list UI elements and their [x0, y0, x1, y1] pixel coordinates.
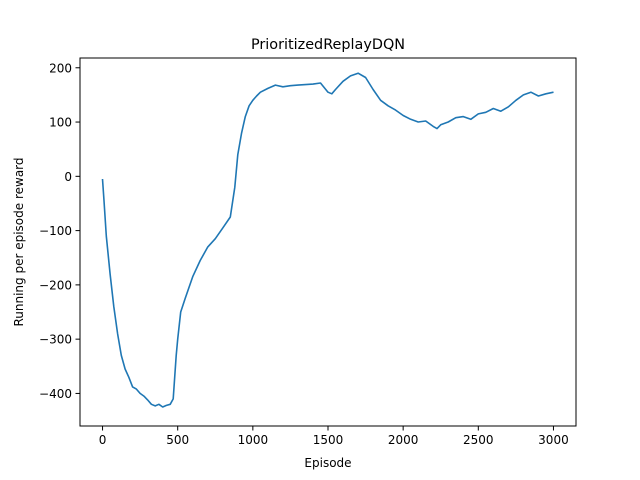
x-tick-label: 500 [166, 433, 189, 447]
x-tick-label: 2500 [463, 433, 494, 447]
x-axis-ticks: 0 500 1000 1500 2000 2500 3000 [99, 426, 569, 447]
series-layer [101, 72, 554, 408]
y-tick-label: −200 [39, 278, 72, 292]
y-tick-label: −400 [39, 387, 72, 401]
x-tick-label: 3000 [538, 433, 569, 447]
x-tick-label: 0 [99, 433, 107, 447]
chart-title: PrioritizedReplayDQN [251, 37, 405, 53]
x-axis-label: Episode [304, 456, 351, 470]
x-tick-label: 1500 [313, 433, 344, 447]
x-tick-label: 1000 [238, 433, 269, 447]
y-tick-label: 200 [49, 61, 72, 75]
y-axis-ticks: −400 −300 −200 −100 0 100 200 [39, 61, 80, 401]
y-tick-label: −300 [39, 333, 72, 347]
plot-frame [79, 57, 577, 427]
y-axis-label: Running per episode reward [12, 157, 26, 326]
y-tick-label: −100 [39, 224, 72, 238]
x-tick-label: 2000 [388, 433, 419, 447]
y-tick-label: 100 [49, 116, 72, 130]
y-tick-label: 0 [64, 170, 72, 184]
series-line [101, 72, 554, 408]
